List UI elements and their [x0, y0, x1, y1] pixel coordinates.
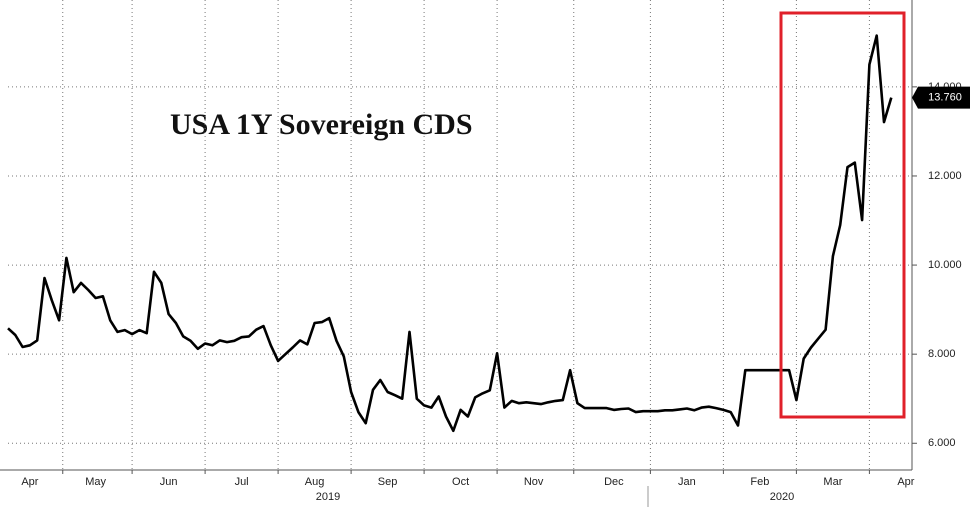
value-label: 13.760	[928, 91, 962, 103]
x-tick-label: Oct	[452, 476, 469, 488]
x-tick-label: Apr	[897, 476, 914, 488]
x-tick-label: Mar	[823, 476, 842, 488]
x-tick-label: Dec	[604, 476, 624, 488]
x-tick-label: Sep	[378, 476, 398, 488]
x-tick-label: Jul	[235, 476, 249, 488]
highlight-box	[779, 11, 906, 419]
overlay: 13.760	[912, 86, 970, 109]
x-tick-label: Aug	[305, 476, 325, 488]
grid: 6.0008.00010.00012.00014.000AprMayJunJul…	[8, 0, 962, 503]
x-tick-label: Feb	[750, 476, 769, 488]
year-label: 2019	[316, 491, 340, 503]
x-tick-label: Nov	[524, 476, 544, 488]
x-tick-label: Jan	[678, 476, 696, 488]
data-line	[7, 34, 893, 433]
value-label-box	[912, 86, 970, 109]
x-tick-label: Apr	[21, 476, 38, 488]
y-tick-label: 6.000	[928, 437, 956, 449]
y-tick-label: 8.000	[928, 348, 956, 360]
chart-title: USA 1Y Sovereign CDS	[170, 108, 473, 141]
plot	[7, 34, 893, 433]
x-tick-label: Jun	[160, 476, 178, 488]
x-tick-label: May	[85, 476, 106, 488]
y-tick-label: 10.000	[928, 259, 962, 271]
y-tick-label: 12.000	[928, 170, 962, 182]
year-label: 2020	[770, 491, 794, 503]
